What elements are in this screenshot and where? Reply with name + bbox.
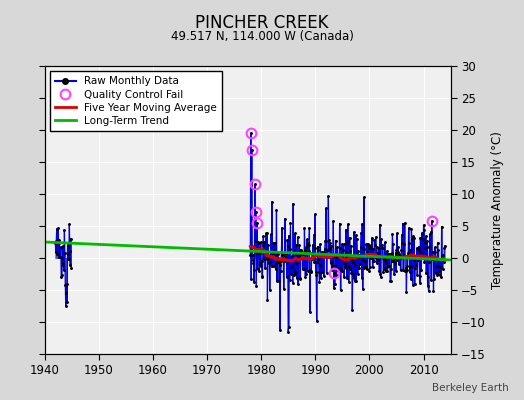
Text: PINCHER CREEK: PINCHER CREEK [195,14,329,32]
Text: 49.517 N, 114.000 W (Canada): 49.517 N, 114.000 W (Canada) [171,30,353,43]
Y-axis label: Temperature Anomaly (°C): Temperature Anomaly (°C) [492,131,505,289]
Text: Berkeley Earth: Berkeley Earth [432,383,508,393]
Legend: Raw Monthly Data, Quality Control Fail, Five Year Moving Average, Long-Term Tren: Raw Monthly Data, Quality Control Fail, … [50,71,222,131]
